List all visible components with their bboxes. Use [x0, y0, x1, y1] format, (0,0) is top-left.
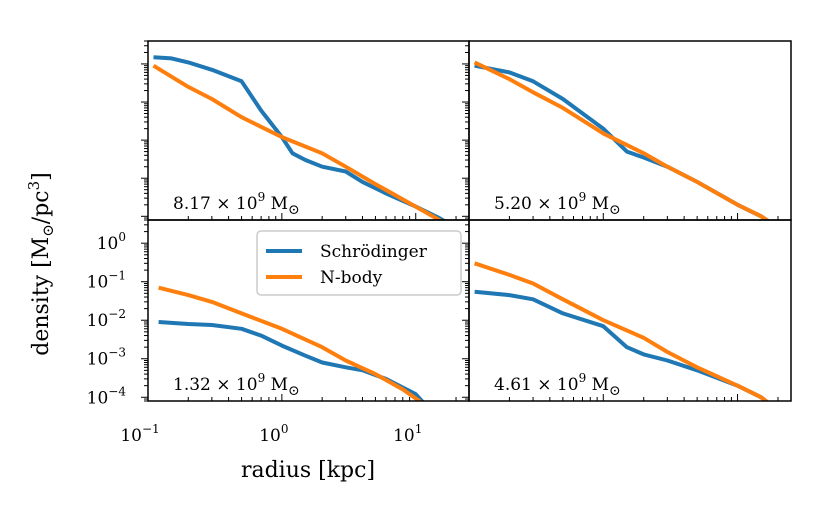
y-tick-label: 10−3 — [87, 346, 126, 370]
panel-top-right: 5.20 × 109 M⊙ — [462, 40, 792, 221]
series-line-nbody — [152, 63, 445, 220]
mass-annotation: 4.61 × 109 M⊙ — [494, 371, 621, 399]
x-tick-label: 10−1 — [120, 422, 159, 446]
y-tick-label: 10−1 — [87, 269, 126, 293]
legend-label-nbody: N-body — [320, 268, 383, 288]
x-axis-title: radius [kpc] — [241, 458, 375, 483]
panel-bottom-right: 4.61 × 109 M⊙ — [462, 219, 792, 402]
x-tick-label: 101 — [393, 422, 422, 446]
mass-annotation: 5.20 × 109 M⊙ — [494, 190, 621, 218]
legend-label-schrodinger: Schrödinger — [320, 242, 428, 262]
mass-annotation: 1.32 × 109 M⊙ — [173, 371, 300, 399]
y-tick-label: 100 — [97, 230, 126, 254]
y-tick-label: 10−4 — [87, 384, 127, 408]
series-line-nbody — [158, 285, 423, 401]
series-line-nbody — [473, 261, 770, 401]
y-tick-label: 10−2 — [87, 307, 126, 331]
x-tick-label: 100 — [259, 422, 288, 446]
y-axis-title: density [M⊙/pc3] — [25, 172, 57, 356]
mass-annotation: 8.17 × 109 M⊙ — [173, 190, 300, 218]
panel-top-left: 8.17 × 109 M⊙ — [141, 40, 470, 221]
panel-frame — [468, 219, 792, 402]
legend: Schrödinger N-body — [256, 230, 462, 296]
legend-box — [256, 230, 462, 296]
series-line-nbody — [473, 60, 771, 220]
ticks-bottom-right — [462, 219, 779, 402]
